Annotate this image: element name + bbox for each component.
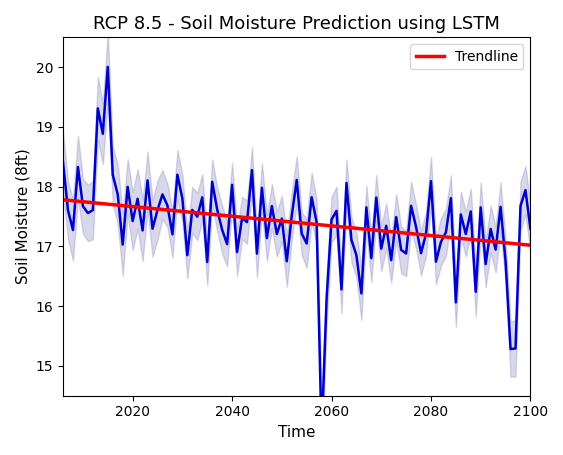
- Title: RCP 8.5 - Soil Moisture Prediction using LSTM: RCP 8.5 - Soil Moisture Prediction using…: [93, 15, 500, 33]
- X-axis label: Time: Time: [278, 425, 315, 440]
- Y-axis label: Soil Moisture (8ft): Soil Moisture (8ft): [15, 149, 30, 284]
- Legend: Trendline: Trendline: [410, 44, 524, 70]
